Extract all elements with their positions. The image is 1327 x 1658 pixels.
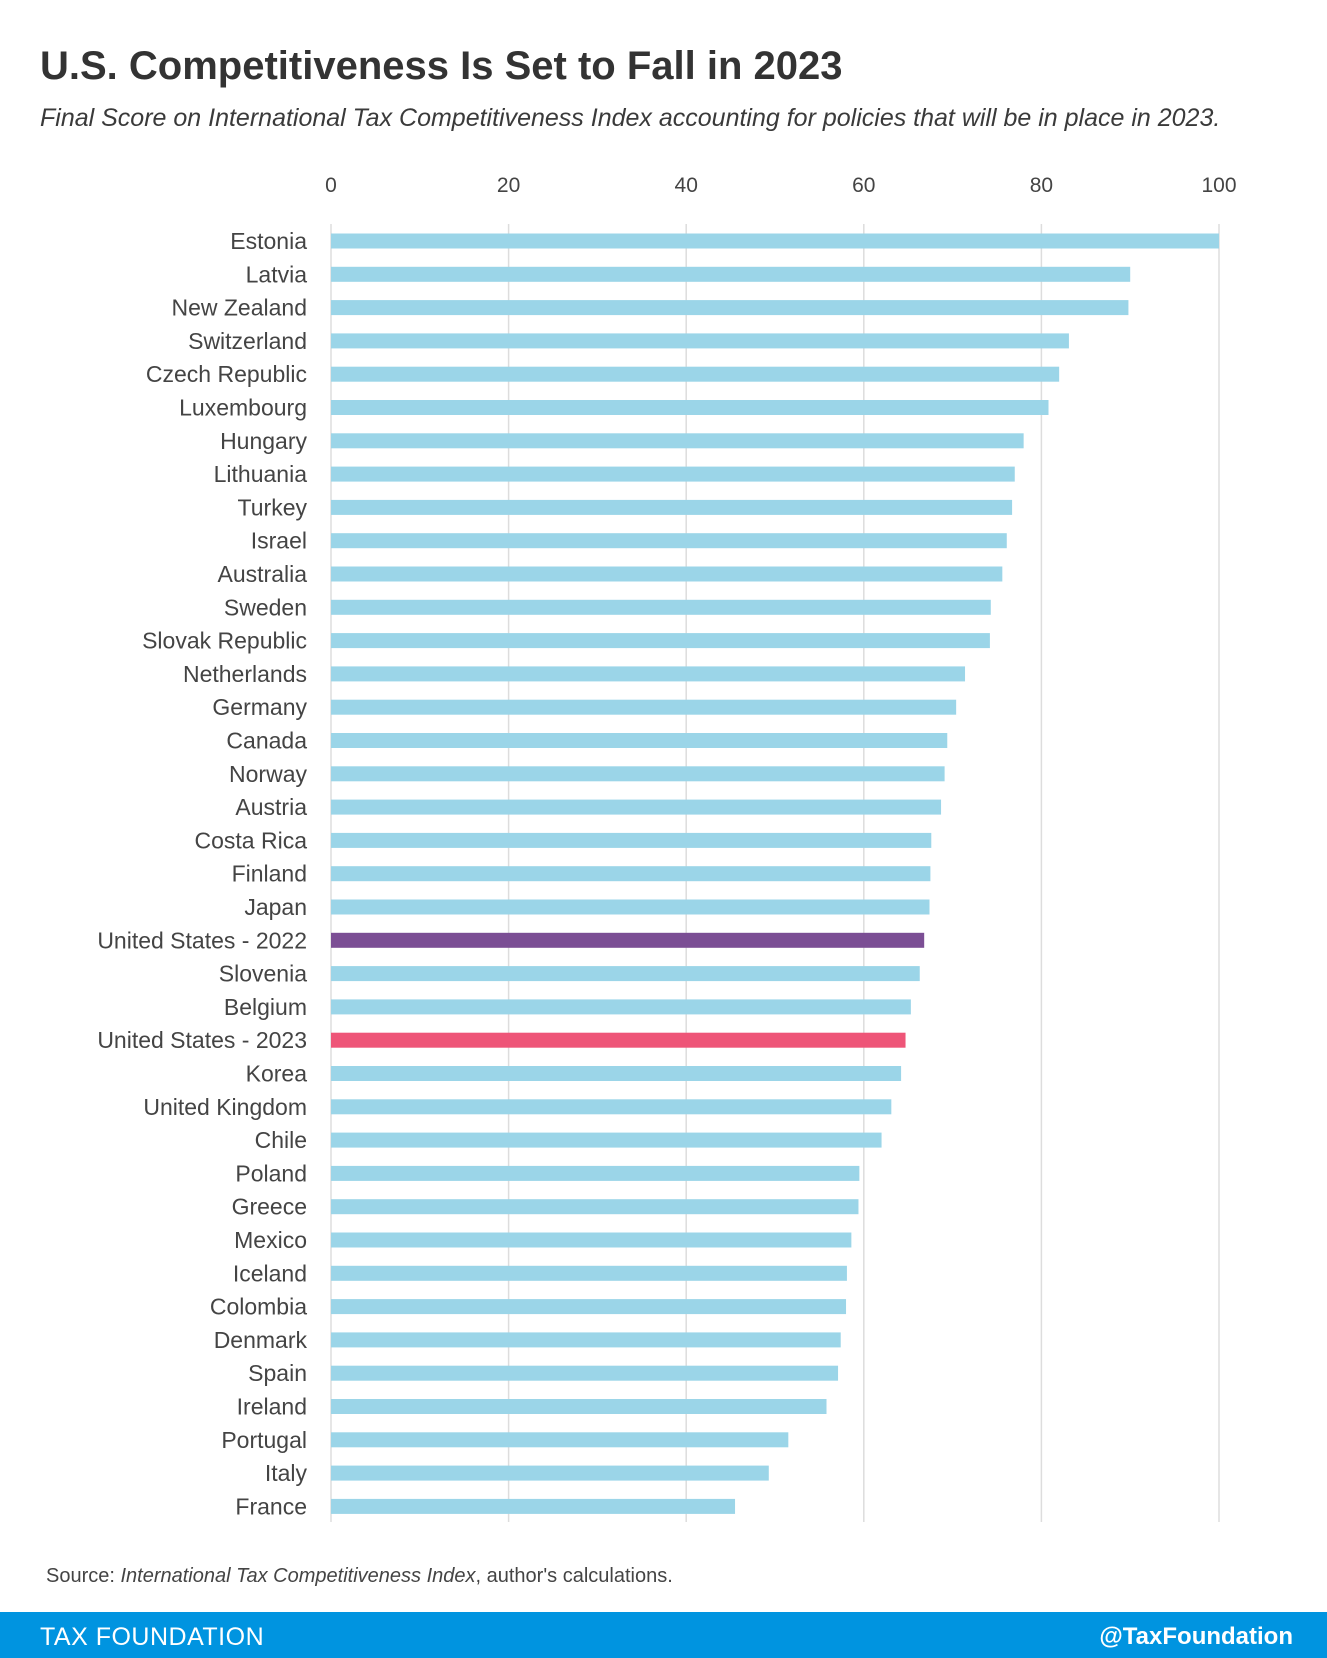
bar xyxy=(331,966,920,982)
category-label: Portugal xyxy=(221,1427,307,1453)
bar xyxy=(331,1465,769,1481)
category-label: Sweden xyxy=(224,594,307,620)
category-label: United States - 2022 xyxy=(97,927,307,953)
category-label: Iceland xyxy=(233,1260,307,1286)
bar xyxy=(331,999,911,1015)
category-label: Lithuania xyxy=(214,461,308,487)
bar xyxy=(331,1099,892,1115)
category-label: Japan xyxy=(244,894,307,920)
bar xyxy=(331,1498,736,1514)
bar xyxy=(331,1399,827,1414)
bar xyxy=(331,1132,882,1148)
footer-handle[interactable]: @TaxFoundation xyxy=(1099,1623,1293,1650)
category-label: United Kingdom xyxy=(143,1094,307,1120)
bar xyxy=(331,233,1219,249)
bar xyxy=(331,266,1131,282)
bar xyxy=(331,533,1007,549)
category-label: Netherlands xyxy=(183,661,307,687)
category-label: Denmark xyxy=(214,1327,308,1353)
chart-subtitle: Final Score on International Tax Competi… xyxy=(40,104,1221,132)
bar xyxy=(331,1299,847,1315)
category-label: Norway xyxy=(229,761,307,787)
category-label: Israel xyxy=(251,528,307,554)
bar xyxy=(331,866,931,882)
category-label: Poland xyxy=(235,1160,307,1186)
bar xyxy=(331,666,966,682)
bar xyxy=(331,333,1069,349)
category-label: Canada xyxy=(226,728,307,754)
bar xyxy=(331,1365,839,1381)
bar xyxy=(331,1066,902,1081)
bar xyxy=(331,832,932,848)
bar xyxy=(331,633,990,649)
category-label: Colombia xyxy=(210,1294,307,1320)
category-label: Slovak Republic xyxy=(142,628,307,654)
category-label: Germany xyxy=(212,694,307,720)
x-tick-label: 40 xyxy=(675,174,698,197)
x-tick-label: 100 xyxy=(1201,174,1236,197)
source-prefix: Source: xyxy=(46,1565,121,1587)
x-tick-label: 20 xyxy=(497,174,520,197)
category-label: Hungary xyxy=(220,428,307,454)
bar xyxy=(331,733,948,748)
category-label: Austria xyxy=(235,794,307,820)
category-label: Finland xyxy=(232,861,307,887)
category-label: Greece xyxy=(232,1194,307,1220)
x-tick-label: 80 xyxy=(1030,174,1053,197)
category-label: New Zealand xyxy=(171,295,307,321)
category-label: Estonia xyxy=(230,228,307,254)
category-label: Turkey xyxy=(238,494,308,520)
footer-bar: TAX FOUNDATION @TaxFoundation xyxy=(0,1612,1327,1658)
category-label: Chile xyxy=(255,1127,307,1153)
source-suffix: , author's calculations. xyxy=(475,1565,673,1587)
category-label: Latvia xyxy=(246,261,308,287)
category-label: Slovenia xyxy=(219,961,307,987)
category-label: Costa Rica xyxy=(195,827,308,853)
bar xyxy=(331,433,1024,449)
bar xyxy=(331,300,1129,316)
bar xyxy=(331,1432,789,1448)
bar xyxy=(331,1332,841,1348)
category-label: Spain xyxy=(248,1360,307,1386)
category-label: Czech Republic xyxy=(146,361,307,387)
source-note: Source: International Tax Competitivenes… xyxy=(46,1565,673,1588)
footer-brand: TAX FOUNDATION xyxy=(40,1623,265,1651)
category-label: Mexico xyxy=(234,1227,307,1253)
bar xyxy=(331,599,991,615)
bar xyxy=(331,566,1003,582)
category-label: Korea xyxy=(246,1061,308,1087)
bar xyxy=(331,1165,860,1181)
bar xyxy=(331,799,942,815)
source-title: International Tax Competitiveness Index xyxy=(120,1565,476,1587)
bar xyxy=(331,932,925,948)
bar xyxy=(331,1265,847,1281)
category-label: Belgium xyxy=(224,994,307,1020)
category-label: Italy xyxy=(265,1460,308,1486)
bar xyxy=(331,1032,906,1048)
bar xyxy=(331,499,1013,515)
bar xyxy=(331,400,1049,415)
bar xyxy=(331,466,1015,482)
bar xyxy=(331,899,930,915)
bar xyxy=(331,699,957,715)
category-label: Ireland xyxy=(237,1394,307,1420)
category-label: Australia xyxy=(218,561,308,587)
x-tick-label: 60 xyxy=(852,174,875,197)
category-label: France xyxy=(235,1493,307,1519)
x-tick-label: 0 xyxy=(325,174,337,197)
bar-chart: 0 20 40 60 80 100 Estonia Latvia New Zealand Swit… xyxy=(97,174,1237,1522)
bar xyxy=(331,766,945,782)
bar xyxy=(331,1199,859,1215)
bar xyxy=(331,1232,852,1248)
chart-title: U.S. Competitiveness Is Set to Fall in 2… xyxy=(40,44,843,88)
category-label: United States - 2023 xyxy=(97,1027,307,1053)
category-label: Luxembourg xyxy=(179,395,307,421)
bar xyxy=(331,366,1060,382)
category-label: Switzerland xyxy=(188,328,307,354)
